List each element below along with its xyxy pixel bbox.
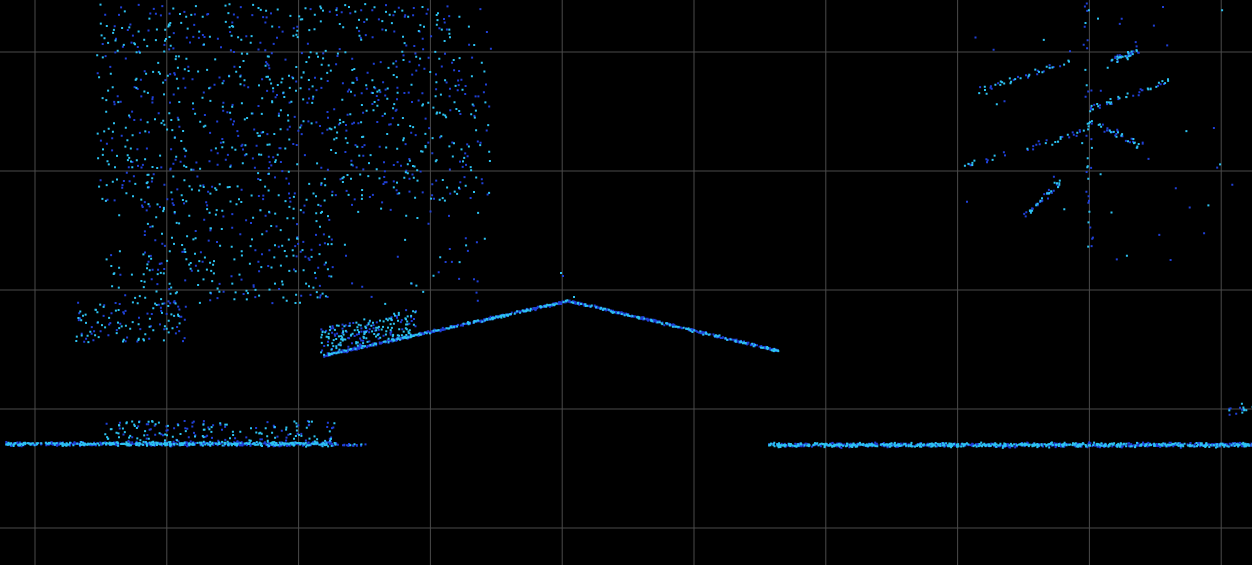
point-cloud-view — [0, 0, 1252, 565]
page: (() => { const NS = 'http://www.w3.org/2… — [0, 0, 1252, 565]
background — [0, 0, 1252, 565]
